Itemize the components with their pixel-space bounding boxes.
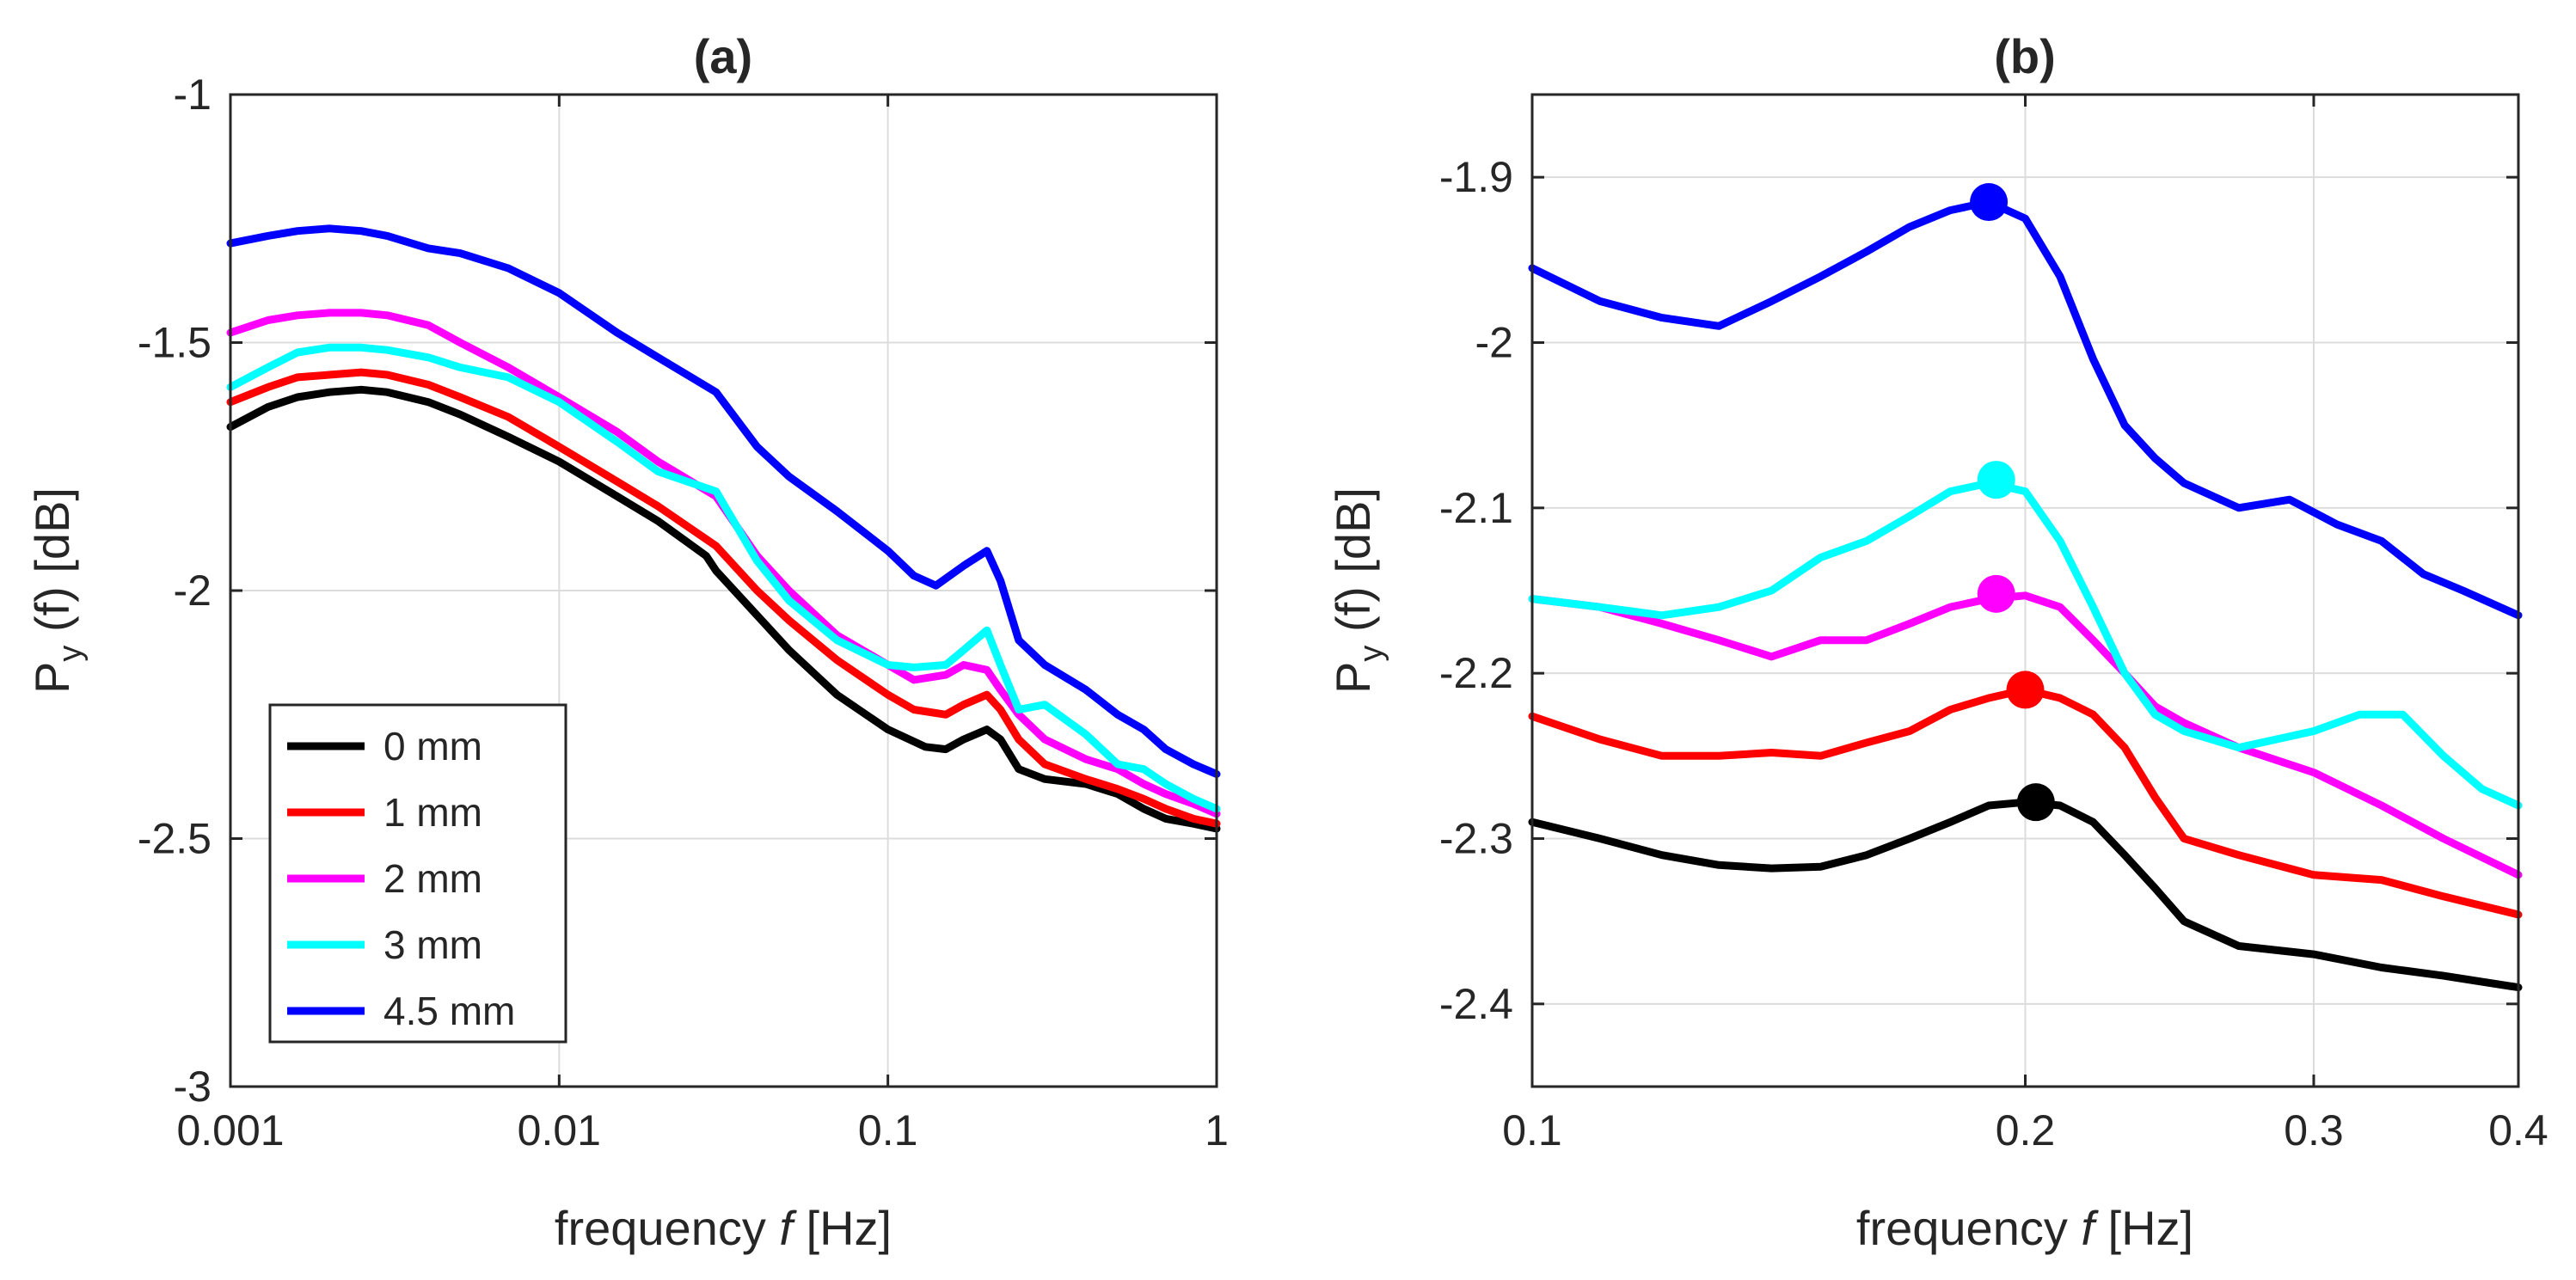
series-b — [1528, 183, 2523, 992]
y-tick-label-a: -1 — [174, 70, 212, 119]
y-tick-label-b: -2.4 — [1439, 980, 1513, 1028]
series-line-b-4 — [1528, 198, 2523, 620]
x-tick-label-b: 0.3 — [2284, 1106, 2344, 1154]
y-tick-label-a: -2 — [174, 567, 212, 615]
legend-label-3: 3 mm — [383, 922, 482, 967]
y-label-main-a: P — [25, 662, 79, 694]
y-label-main-b: P — [1326, 662, 1380, 694]
x-label-var-a: f — [779, 1201, 797, 1255]
y-tick-label-a: -1.5 — [138, 319, 212, 367]
series-line-a-1 — [226, 368, 1221, 828]
peak-marker-b-4 — [1970, 183, 2009, 222]
peak-marker-b-0 — [2016, 783, 2055, 822]
x-tick-label-a: 0.001 — [176, 1106, 284, 1154]
peak-marker-b-1 — [2006, 671, 2045, 709]
y-tick-label-a: -3 — [174, 1063, 212, 1111]
y-tick-label-b: -2.2 — [1439, 649, 1513, 697]
series-line-b-2 — [1528, 591, 2523, 879]
series-line-a-2 — [226, 309, 1221, 818]
chart-title-b: (b) — [1994, 29, 2056, 83]
x-tick-label-b: 0.1 — [1502, 1106, 1562, 1154]
panel-a: 0.001 0.01 0.1 1 -3 -2.5 -2 -1.5 -1 (a) frequenc… — [25, 29, 1229, 1255]
peak-marker-b-3 — [1977, 461, 2015, 499]
x-label-unit-b: [Hz] — [2108, 1201, 2194, 1255]
series-line-a-4 — [226, 224, 1221, 778]
series-line-a-0 — [226, 385, 1221, 833]
series-line-b-3 — [1528, 479, 2523, 810]
chart-title-a: (a) — [694, 29, 752, 83]
series-line-a-3 — [226, 343, 1221, 813]
y-tick-label-a: -2.5 — [138, 815, 212, 863]
y-label-sub-b: y — [1353, 646, 1389, 662]
x-label-unit-a: [Hz] — [807, 1201, 892, 1255]
y-label-sub-a: y — [52, 646, 89, 662]
peak-marker-b-2 — [1977, 574, 2015, 613]
x-tick-label-b: 0.2 — [1996, 1106, 2056, 1154]
y-label-rest-a: (f) [dB] — [25, 487, 79, 646]
x-tick-label-a: 0.1 — [858, 1106, 918, 1154]
ticks-a: 0.001 0.01 0.1 1 -3 -2.5 -2 -1.5 -1 — [138, 70, 1229, 1154]
y-axis-label-b: Py (f) [dB] — [1326, 487, 1389, 694]
x-axis-label-b: frequency f [Hz] — [1856, 1201, 2193, 1255]
y-label-rest-b: (f) [dB] — [1326, 487, 1380, 646]
y-tick-label-b: -1.9 — [1439, 153, 1513, 201]
legend: 0 mm 1 mm 2 mm 3 mm 4.5 mm — [268, 703, 567, 1044]
x-tick-label-a: 0.01 — [518, 1106, 601, 1154]
legend-label-0: 0 mm — [383, 724, 482, 769]
x-label-word-a: frequency — [555, 1201, 766, 1255]
legend-label-2: 2 mm — [383, 856, 482, 901]
x-label-var-b: f — [2081, 1201, 2099, 1255]
y-tick-label-b: -2 — [1475, 319, 1513, 367]
legend-label-1: 1 mm — [383, 790, 482, 835]
panel-b: 0.1 0.2 0.3 0.4 -2.4 -2.3 -2.2 -2.1 -2 -1.9 (b) f… — [1326, 29, 2548, 1255]
ticks-b: 0.1 0.2 0.3 0.4 -2.4 -2.3 -2.2 -2.1 -2 -1.9 — [1439, 95, 2548, 1154]
x-tick-label-a: 1 — [1205, 1106, 1229, 1154]
legend-label-4: 4.5 mm — [383, 989, 515, 1033]
legend-box — [268, 703, 567, 1044]
y-axis-label-a: Py (f) [dB] — [25, 487, 89, 694]
x-axis-label-a: frequency f [Hz] — [555, 1201, 892, 1255]
y-tick-label-b: -2.1 — [1439, 484, 1513, 532]
series-a — [226, 224, 1221, 833]
y-tick-label-b: -2.3 — [1439, 815, 1513, 863]
x-tick-label-b: 0.4 — [2488, 1106, 2548, 1154]
x-label-word-b: frequency — [1856, 1201, 2068, 1255]
